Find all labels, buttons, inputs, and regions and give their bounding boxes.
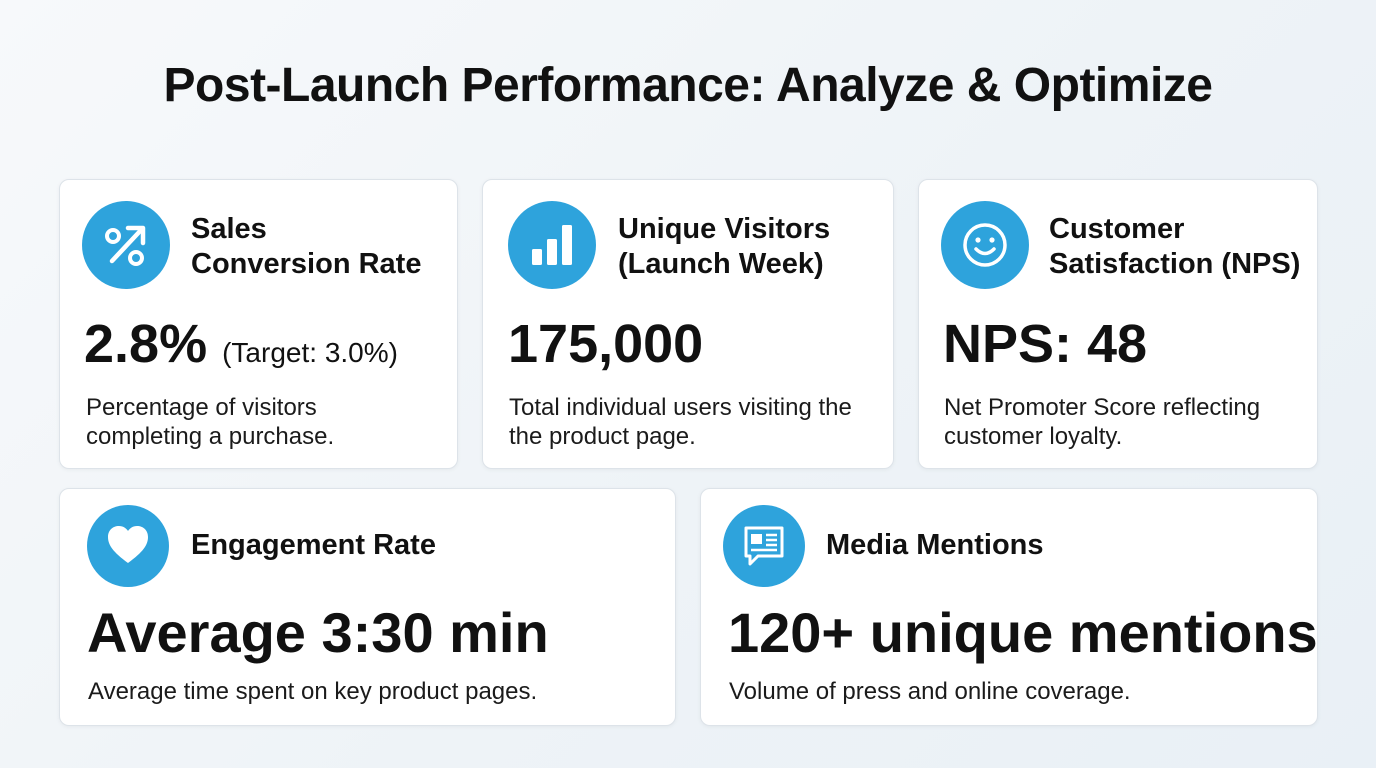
newspaper-chat-icon <box>723 505 805 587</box>
bar-chart-icon <box>508 201 596 289</box>
kpi-description: Average time spent on key product pages. <box>88 678 538 705</box>
kpi-card-sales-conversion: Sales Conversion Rate 2.8% (Target: 3.0%… <box>59 179 458 469</box>
card-title: Customer Satisfaction (NPS) <box>1049 213 1301 280</box>
kpi-description: Total individual users visiting the the … <box>509 394 852 450</box>
kpi-value: Average 3:30 min <box>87 601 549 664</box>
kpi-target: (Target: 3.0%) <box>222 337 398 368</box>
card-title: Unique Visitors (Launch Week) <box>618 213 831 280</box>
kpi-description: Net Promoter Score reflecting customer l… <box>944 394 1261 450</box>
kpi-value: NPS: 48 <box>943 314 1148 374</box>
kpi-value: 175,000 <box>508 314 704 374</box>
heart-icon <box>87 505 169 587</box>
percent-arrow-icon <box>82 201 170 289</box>
kpi-card-engagement-rate: Engagement Rate Average 3:30 min Average… <box>59 488 676 726</box>
kpi-card-media-mentions: Media Mentions 120+ unique mentions Volu… <box>700 488 1318 726</box>
card-title: Engagement Rate <box>191 529 436 561</box>
kpi-value: 120+ unique mentions <box>728 601 1318 664</box>
kpi-description: Volume of press and online coverage. <box>729 678 1131 705</box>
kpi-card-unique-visitors: Unique Visitors (Launch Week) 175,000 To… <box>482 179 894 469</box>
kpi-value: 2.8% (Target: 3.0%) <box>84 314 398 374</box>
smiley-icon <box>941 201 1029 289</box>
card-title: Sales Conversion Rate <box>191 213 422 280</box>
kpi-card-customer-satisfaction: Customer Satisfaction (NPS) NPS: 48 Net … <box>918 179 1318 469</box>
page-title: Post-Launch Performance: Analyze & Optim… <box>163 59 1213 112</box>
kpi-description: Percentage of visitors completing a purc… <box>86 394 335 450</box>
card-title: Media Mentions <box>826 529 1044 561</box>
